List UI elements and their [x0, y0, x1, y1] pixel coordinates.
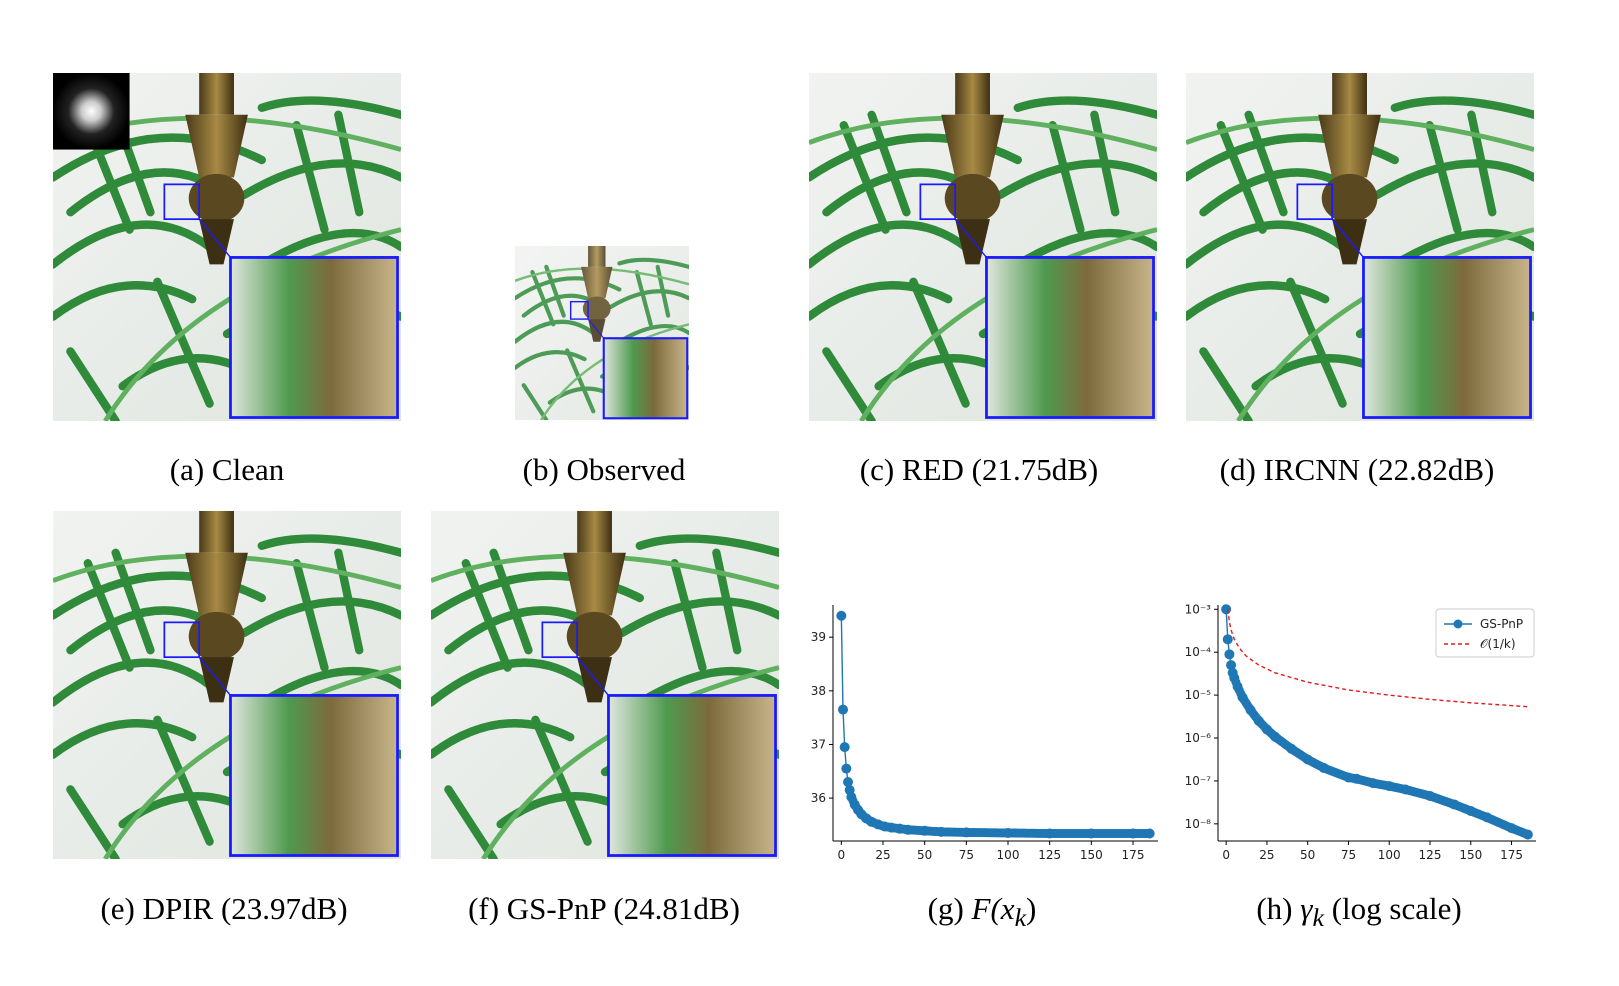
caption-c: (c) RED (21.75dB) — [859, 452, 1099, 487]
plot-objective-values: 0 25 50 75 100 125 150 175 36 37 38 39 — [811, 605, 1158, 862]
series-point — [1143, 828, 1153, 838]
x-tick-label: 50 — [917, 848, 932, 862]
caption-d: (d) IRCNN (22.82dB) — [1219, 452, 1495, 487]
x-tick-label: 75 — [959, 848, 974, 862]
series-point — [841, 763, 852, 774]
caption-h-sub: k — [1312, 903, 1324, 933]
y-tick-label: 37 — [811, 737, 826, 751]
x-tick-label: 75 — [1341, 848, 1356, 862]
panel-clean-image — [53, 73, 401, 421]
panel-dpir-image — [53, 511, 401, 859]
series-point — [1222, 634, 1233, 645]
y-tick-label: 10⁻³ — [1185, 602, 1212, 616]
x-tick-label: 0 — [1222, 848, 1230, 862]
panel-observed-image — [515, 246, 689, 420]
y-tick-label: 38 — [811, 684, 826, 698]
zoom-inset — [985, 256, 1155, 419]
series-point — [839, 742, 850, 753]
series-line — [840, 615, 1150, 835]
x-tick-label: 150 — [1080, 848, 1103, 862]
x-tick-label: 50 — [1300, 848, 1315, 862]
caption-f: (f) GS-PnP (24.81dB) — [468, 891, 740, 926]
panel-red-image — [809, 73, 1157, 421]
y-tick-label: 10⁻⁴ — [1185, 645, 1212, 659]
caption-e: (e) DPIR (23.97dB) — [100, 891, 348, 926]
x-tick-label: 175 — [1122, 848, 1145, 862]
series-point — [1224, 649, 1235, 660]
caption-g-math: F(x — [971, 891, 1015, 926]
zoom-inset — [607, 694, 777, 857]
ref-line — [1227, 609, 1528, 708]
y-tick-label: 39 — [811, 630, 826, 644]
x-tick-label: 125 — [1419, 848, 1442, 862]
zoom-inset — [1362, 256, 1532, 419]
caption-h-prefix: (h) — [1256, 891, 1301, 926]
caption-b: (b) Observed — [522, 452, 686, 487]
series-point — [843, 777, 853, 787]
y-tick-label: 10⁻⁷ — [1185, 774, 1212, 788]
zoom-inset — [229, 694, 399, 857]
panel-gspnp-image — [431, 511, 779, 859]
series-point — [838, 704, 848, 715]
x-tick-label: 0 — [838, 848, 846, 862]
series-point — [836, 610, 847, 621]
caption-g-suffix: ) — [1026, 891, 1037, 926]
x-tick-label: 25 — [1259, 848, 1274, 862]
x-tick-label: 175 — [1500, 848, 1523, 862]
caption-h-math: γ — [1300, 891, 1313, 926]
zoom-inset — [229, 256, 399, 419]
psf-kernel-inset — [53, 73, 130, 150]
x-tick-label: 100 — [997, 848, 1020, 862]
y-tick-label: 36 — [811, 791, 826, 805]
caption-h: (h) γk (log scale) — [1185, 891, 1533, 933]
caption-h-suffix: (log scale) — [1323, 891, 1462, 926]
x-tick-label: 125 — [1038, 848, 1061, 862]
series-point — [1221, 604, 1232, 615]
x-tick-label: 150 — [1459, 848, 1482, 862]
legend-label-gspnp: GS-PnP — [1480, 617, 1523, 631]
panel-ircnn-image — [1186, 73, 1534, 421]
x-tick-label: 25 — [875, 848, 890, 862]
y-tick-label: 10⁻⁵ — [1185, 688, 1212, 702]
y-tick-label: 10⁻⁶ — [1185, 731, 1212, 745]
zoom-inset — [602, 337, 689, 420]
x-tick-label: 100 — [1378, 848, 1401, 862]
legend-marker-gspnp — [1453, 619, 1463, 629]
caption-a: (a) Clean — [169, 452, 285, 487]
caption-g: (g) F(xk) — [808, 891, 1156, 933]
series-point — [1231, 677, 1241, 687]
series-point — [1521, 829, 1531, 839]
legend-label-ref: 𝒪(1/k) — [1480, 637, 1516, 651]
caption-g-prefix: (g) — [927, 891, 972, 926]
y-tick-label: 10⁻⁸ — [1185, 817, 1212, 831]
caption-g-sub: k — [1014, 903, 1027, 933]
plot-step-sizes: 0 25 50 75 100 125 150 175 10⁻³ 10⁻⁴ 10⁻⁵ 10⁻⁶ 10⁻⁷ 1… — [1185, 602, 1536, 862]
series-point — [1226, 660, 1237, 671]
